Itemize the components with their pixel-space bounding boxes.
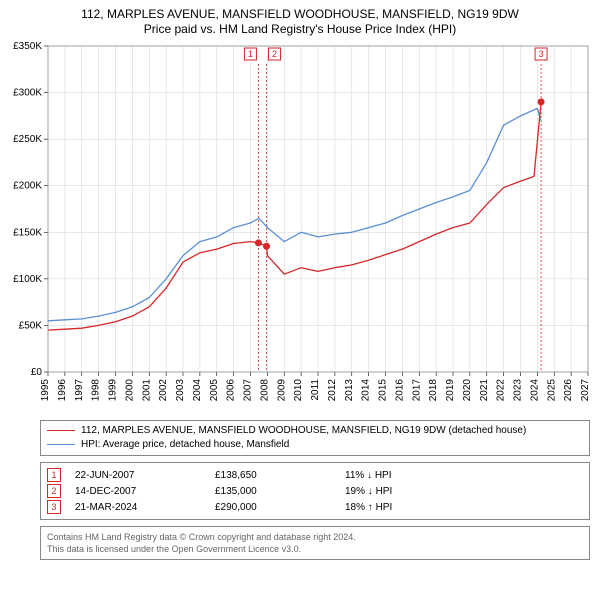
legend-label: HPI: Average price, detached house, Mans…: [81, 439, 289, 450]
chart-title-1: 112, MARPLES AVENUE, MANSFIELD WOODHOUSE…: [0, 0, 600, 22]
legend-item: 112, MARPLES AVENUE, MANSFIELD WOODHOUSE…: [47, 424, 583, 438]
svg-text:2001: 2001: [141, 379, 152, 402]
svg-text:2011: 2011: [310, 379, 321, 401]
transaction-hpi: 19% ↓ HPI: [345, 486, 465, 497]
legend-swatch: [47, 444, 75, 445]
svg-text:2002: 2002: [158, 379, 169, 402]
svg-text:2014: 2014: [361, 379, 372, 402]
svg-text:1999: 1999: [108, 379, 119, 402]
chart-svg: £0 £50K £100K £150K £200K £250K £300K £350K 1995…: [0, 40, 600, 420]
svg-text:2003: 2003: [175, 379, 186, 402]
svg-text:1997: 1997: [74, 379, 85, 402]
transaction-badge: 1: [47, 468, 61, 482]
footer-line-1: Contains HM Land Registry data © Crown c…: [47, 531, 583, 543]
svg-text:2016: 2016: [394, 379, 405, 402]
svg-text:2020: 2020: [462, 379, 473, 402]
chart-title-2: Price paid vs. HM Land Registry's House …: [0, 22, 600, 40]
chart-area: £0 £50K £100K £150K £200K £250K £300K £350K 1995…: [0, 40, 600, 420]
transaction-price: £138,650: [215, 470, 345, 481]
transaction-date: 14-DEC-2007: [75, 486, 215, 497]
svg-text:£350K: £350K: [13, 41, 42, 52]
svg-text:1996: 1996: [57, 379, 68, 402]
svg-text:2027: 2027: [580, 379, 591, 402]
transaction-date: 21-MAR-2024: [75, 502, 215, 513]
svg-text:2017: 2017: [411, 379, 422, 402]
transaction-badge: 2: [47, 484, 61, 498]
footer-attrib: Contains HM Land Registry data © Crown c…: [40, 526, 590, 560]
svg-text:2005: 2005: [209, 379, 220, 402]
footer-line-2: This data is licensed under the Open Gov…: [47, 543, 583, 555]
svg-text:£200K: £200K: [13, 181, 42, 192]
legend: 112, MARPLES AVENUE, MANSFIELD WOODHOUSE…: [40, 420, 590, 456]
transaction-row: 2 14-DEC-2007£135,00019% ↓ HPI: [47, 483, 583, 499]
transaction-price: £135,000: [215, 486, 345, 497]
svg-text:2018: 2018: [428, 379, 439, 402]
svg-text:£300K: £300K: [13, 88, 42, 99]
svg-text:1998: 1998: [91, 379, 102, 402]
svg-text:1995: 1995: [40, 379, 51, 402]
transaction-row: 1 22-JUN-2007£138,65011% ↓ HPI: [47, 467, 583, 483]
svg-text:£100K: £100K: [13, 274, 42, 285]
legend-label: 112, MARPLES AVENUE, MANSFIELD WOODHOUSE…: [81, 425, 526, 436]
svg-text:2026: 2026: [563, 379, 574, 402]
svg-text:2000: 2000: [124, 379, 135, 402]
transaction-row: 3 21-MAR-2024£290,00018% ↑ HPI: [47, 499, 583, 515]
svg-text:2021: 2021: [479, 379, 490, 402]
legend-item: HPI: Average price, detached house, Mans…: [47, 438, 583, 452]
svg-text:2022: 2022: [496, 379, 507, 402]
svg-text:2024: 2024: [529, 379, 540, 402]
transaction-date: 22-JUN-2007: [75, 470, 215, 481]
svg-text:2013: 2013: [344, 379, 355, 402]
svg-text:2012: 2012: [327, 379, 338, 402]
svg-text:2006: 2006: [226, 379, 237, 402]
transactions-table: 1 22-JUN-2007£138,65011% ↓ HPI 2 14-DEC-200…: [40, 462, 590, 520]
svg-text:£50K: £50K: [19, 321, 43, 332]
svg-text:2010: 2010: [293, 379, 304, 402]
svg-text:2007: 2007: [243, 379, 254, 402]
svg-text:2015: 2015: [378, 379, 389, 402]
svg-text:£250K: £250K: [13, 134, 42, 145]
transaction-hpi: 18% ↑ HPI: [345, 502, 465, 513]
svg-text:2004: 2004: [192, 379, 203, 402]
svg-text:2: 2: [272, 49, 277, 59]
svg-text:2008: 2008: [259, 379, 270, 402]
transaction-badge: 3: [47, 500, 61, 514]
svg-text:2023: 2023: [513, 379, 524, 402]
svg-text:2009: 2009: [276, 379, 287, 402]
svg-text:1: 1: [248, 49, 253, 59]
transaction-hpi: 11% ↓ HPI: [345, 470, 465, 481]
svg-text:£150K: £150K: [13, 227, 42, 238]
svg-text:£0: £0: [31, 367, 43, 378]
svg-text:3: 3: [539, 49, 544, 59]
svg-text:2025: 2025: [546, 379, 557, 402]
transaction-price: £290,000: [215, 502, 345, 513]
svg-text:2019: 2019: [445, 379, 456, 402]
legend-swatch: [47, 430, 75, 431]
